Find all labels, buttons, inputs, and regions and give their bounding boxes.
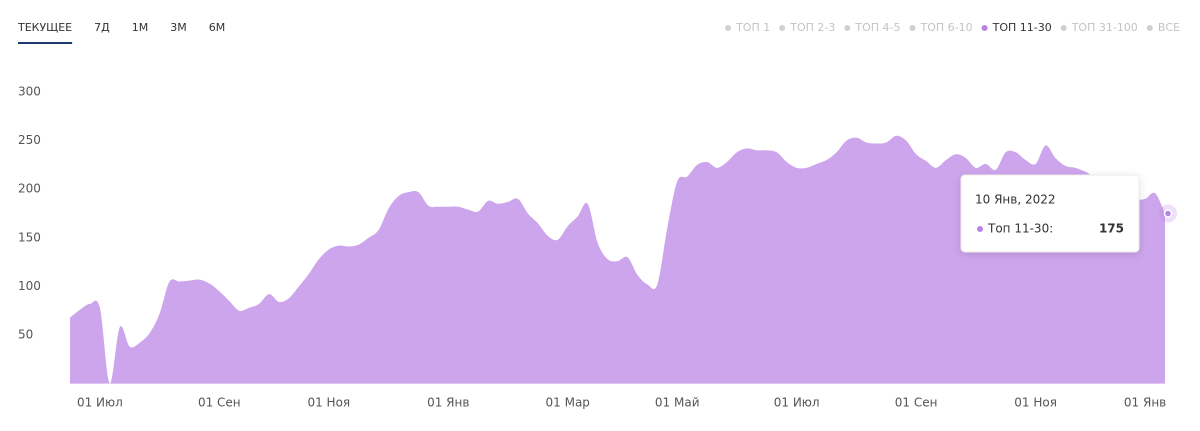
rank-filter[interactable]: ТОП 11-30 xyxy=(992,21,1052,34)
x-tick-label: 01 Ноя xyxy=(307,396,350,410)
y-tick-label: 250 xyxy=(18,133,41,147)
x-tick-label: 01 Июл xyxy=(774,396,820,410)
rank-filter[interactable]: ТОП 1 xyxy=(735,21,770,34)
tooltip-date: 10 Янв, 2022 xyxy=(975,193,1056,207)
hover-marker xyxy=(1163,209,1173,218)
x-tick-label: 01 Май xyxy=(655,396,700,410)
y-tick-label: 300 xyxy=(18,85,41,99)
x-tick-label: 01 Мар xyxy=(546,396,590,410)
period-tab[interactable]: 6М xyxy=(209,21,226,34)
active-tab-underline xyxy=(18,42,73,44)
period-tab[interactable]: 3М xyxy=(170,21,187,34)
filter-dot xyxy=(1146,25,1153,31)
tooltip-value: 175 xyxy=(1099,222,1124,236)
filter-dot xyxy=(779,25,786,31)
filter-dot xyxy=(844,25,851,31)
filter-dot xyxy=(909,25,916,31)
tooltip-label: Топ 11-30: xyxy=(987,222,1053,236)
filter-dot xyxy=(725,25,732,31)
period-tab[interactable]: 7Д xyxy=(94,21,110,34)
rank-filter[interactable]: ТОП 31-100 xyxy=(1071,21,1138,34)
x-tick-label: 01 Сен xyxy=(895,396,938,410)
y-tick-label: 200 xyxy=(18,182,41,196)
tooltip-box xyxy=(960,174,1140,253)
tooltip-dot xyxy=(977,226,983,232)
rank-filter[interactable]: ТОП 6-10 xyxy=(919,21,972,34)
x-tick-label: 01 Янв xyxy=(1124,396,1166,410)
x-tick-label: 01 Янв xyxy=(427,396,469,410)
rank-filter[interactable]: ТОП 4-5 xyxy=(854,21,900,34)
x-tick-label: 01 Июл xyxy=(77,396,123,410)
x-tick-label: 01 Сен xyxy=(198,396,241,410)
y-tick-label: 50 xyxy=(18,328,33,342)
area xyxy=(70,135,1165,384)
y-tick-label: 100 xyxy=(18,279,41,293)
x-tick-label: 01 Ноя xyxy=(1014,396,1057,410)
period-tab[interactable]: ТЕКУЩЕЕ xyxy=(17,21,72,34)
rank-filter[interactable]: ТОП 2-3 xyxy=(789,21,835,34)
rank-filter[interactable]: ВСЕ xyxy=(1158,21,1180,34)
filter-dot xyxy=(981,25,988,31)
y-tick-label: 150 xyxy=(18,230,41,244)
period-tab[interactable]: 1М xyxy=(132,21,149,34)
filter-dot xyxy=(1060,25,1067,31)
